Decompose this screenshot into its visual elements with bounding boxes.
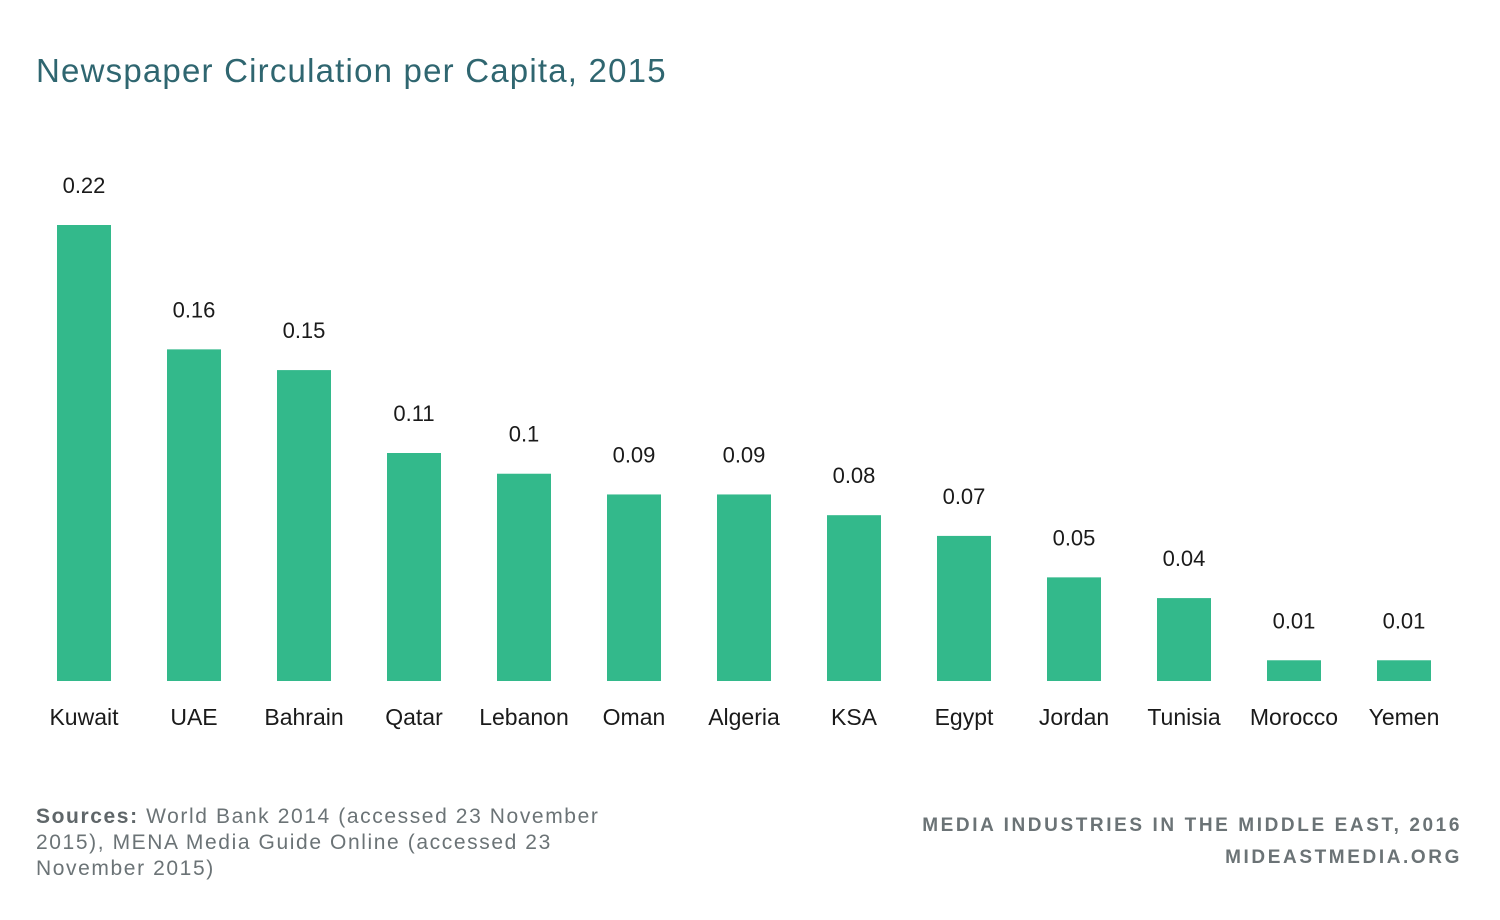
credit-publication: MEDIA INDUSTRIES IN THE MIDDLE EAST, 201… — [922, 815, 1462, 836]
bar-morocco — [1267, 660, 1321, 681]
bar-algeria — [717, 494, 771, 681]
value-label-tunisia: 0.04 — [1163, 546, 1206, 571]
value-label-yemen: 0.01 — [1383, 608, 1426, 633]
bar-chart: 0.22 0.16 0.15 0.11 0.1 0.09 0.09 0.08 0.07 0.05 0… — [49, 173, 1439, 730]
bar-oman — [607, 494, 661, 681]
bar-egypt — [937, 535, 991, 681]
bar-qatar — [387, 453, 441, 681]
category-label-algeria: Algeria — [708, 704, 780, 730]
value-label-qatar: 0.11 — [393, 401, 434, 426]
chart-title: Newspaper Circulation per Capita, 2015 — [36, 52, 667, 89]
credit-website: MIDEASTMEDIA.ORG — [1225, 847, 1462, 868]
value-label-jordan: 0.05 — [1053, 525, 1096, 550]
bar-kuwait — [57, 225, 111, 681]
value-label-ksa: 0.08 — [833, 463, 876, 488]
bars-group — [57, 225, 1431, 681]
bar-uae — [167, 349, 221, 681]
value-label-kuwait: 0.22 — [63, 173, 106, 198]
category-label-tunisia: Tunisia — [1147, 704, 1220, 730]
category-label-kuwait: Kuwait — [49, 704, 119, 730]
category-label-oman: Oman — [603, 704, 666, 730]
category-label-qatar: Qatar — [385, 704, 443, 730]
category-label-morocco: Morocco — [1250, 704, 1338, 730]
category-label-bahrain: Bahrain — [264, 704, 343, 730]
category-label-yemen: Yemen — [1369, 704, 1440, 730]
credit-block: MEDIA INDUSTRIES IN THE MIDDLE EAST, 201… — [922, 810, 1462, 874]
category-label-egypt: Egypt — [935, 704, 994, 730]
bar-jordan — [1047, 577, 1101, 681]
bar-tunisia — [1157, 598, 1211, 681]
value-label-egypt: 0.07 — [943, 484, 986, 509]
bar-bahrain — [277, 370, 331, 681]
category-label-lebanon: Lebanon — [479, 704, 569, 730]
sources-text: World Bank 2014 (accessed 23 November 20… — [36, 805, 600, 880]
value-label-uae: 0.16 — [173, 297, 216, 322]
sources-note: Sources: World Bank 2014 (accessed 23 No… — [36, 804, 636, 882]
value-label-algeria: 0.09 — [723, 442, 766, 467]
bar-yemen — [1377, 660, 1431, 681]
value-label-bahrain: 0.15 — [283, 318, 326, 343]
category-label-ksa: KSA — [831, 704, 878, 730]
value-label-oman: 0.09 — [613, 442, 656, 467]
bar-lebanon — [497, 473, 551, 681]
value-label-morocco: 0.01 — [1273, 608, 1316, 633]
category-labels-group: Kuwait UAE Bahrain Qatar Lebanon Oman Algeria K… — [49, 704, 1439, 730]
bar-ksa — [827, 515, 881, 681]
category-label-jordan: Jordan — [1039, 704, 1109, 730]
sources-label: Sources: — [36, 805, 139, 828]
category-label-uae: UAE — [170, 704, 217, 730]
value-labels-group: 0.22 0.16 0.15 0.11 0.1 0.09 0.09 0.08 0.07 0.05 0… — [63, 173, 1426, 633]
value-label-lebanon: 0.1 — [509, 422, 540, 447]
